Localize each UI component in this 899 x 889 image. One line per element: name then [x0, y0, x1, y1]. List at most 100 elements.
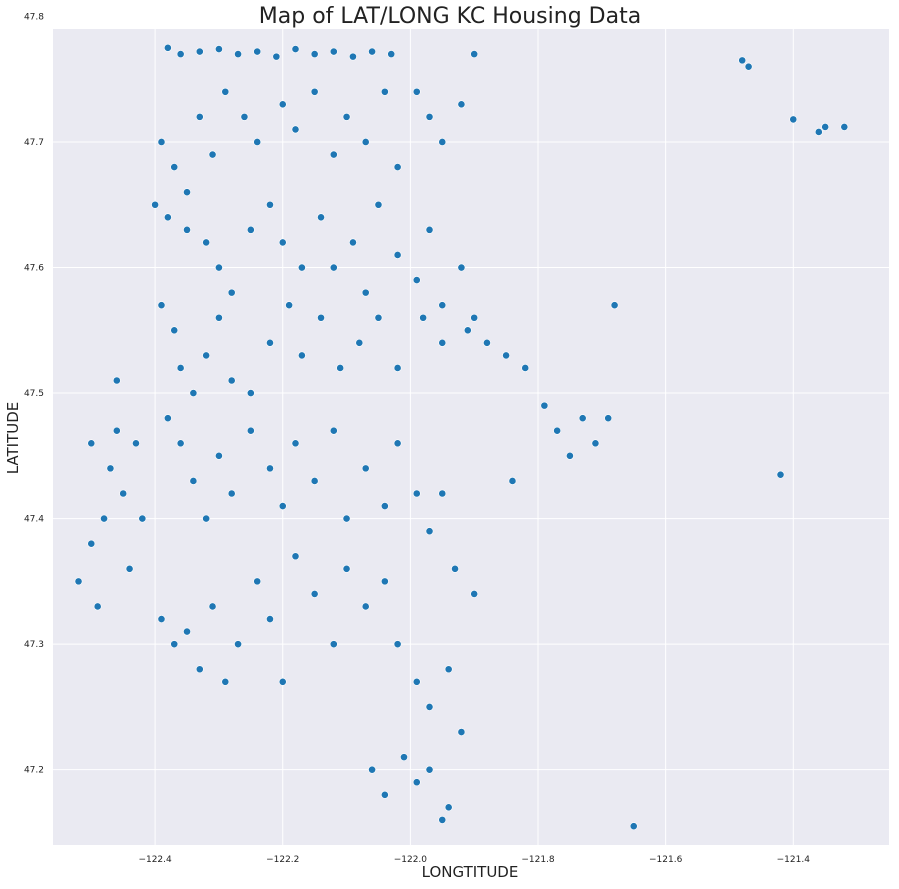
scatter-point	[74, 577, 83, 586]
scatter-point	[253, 577, 262, 586]
scatter-point	[170, 640, 179, 649]
scatter-point	[202, 351, 211, 360]
scatter-point	[138, 514, 147, 523]
scatter-point	[444, 665, 453, 674]
scatter-point	[470, 50, 479, 59]
y-tick-label: 47.6	[24, 264, 44, 274]
scatter-point	[457, 100, 466, 109]
y-tick-label: 47.8	[24, 12, 44, 22]
scatter-point	[266, 464, 274, 473]
scatter-point	[227, 489, 236, 498]
scatter-point	[87, 539, 96, 548]
scatter-point	[591, 439, 600, 448]
scatter-point	[112, 376, 121, 385]
scatter-point	[112, 426, 121, 435]
scatter-point	[93, 602, 102, 611]
scatter-point	[202, 238, 211, 247]
scatter-point	[266, 615, 274, 623]
scatter-point	[240, 112, 249, 121]
scatter-point	[444, 803, 453, 812]
scatter-point	[208, 150, 217, 159]
x-tick-label: −121.8	[521, 855, 555, 865]
scatter-point	[412, 87, 421, 96]
scatter-point	[285, 301, 294, 310]
scatter-point	[266, 200, 274, 209]
scatter-point	[195, 665, 204, 674]
scatter-point	[789, 115, 798, 124]
scatter-point	[336, 364, 345, 372]
scatter-point	[157, 138, 166, 146]
scatter-point	[125, 564, 134, 573]
scatter-point	[157, 301, 166, 310]
scatter-point	[412, 276, 421, 284]
x-tick-label: −122.0	[394, 855, 428, 865]
scatter-point	[176, 439, 185, 448]
scatter-point	[329, 426, 338, 435]
scatter-point	[291, 439, 300, 448]
scatter-point	[202, 514, 211, 523]
scatter-point	[457, 263, 466, 272]
scatter-point	[566, 451, 574, 460]
scatter-point	[183, 188, 191, 197]
scatter-point	[329, 640, 338, 649]
scatter-point	[744, 62, 753, 71]
scatter-point	[387, 50, 396, 59]
scatter-point	[87, 439, 96, 448]
scatter-point	[483, 338, 491, 347]
scatter-point	[393, 640, 402, 649]
scatter-point	[349, 52, 357, 61]
scatter-point	[215, 263, 223, 272]
scatter-point	[438, 301, 447, 310]
scatter-point	[508, 477, 517, 485]
scatter-point	[425, 703, 434, 711]
scatter-point	[215, 451, 223, 460]
scatter-point	[502, 351, 510, 360]
scatter-point	[278, 238, 287, 247]
scatter-point	[393, 163, 402, 171]
scatter-point	[310, 477, 319, 485]
x-tick-label: −122.2	[266, 855, 299, 865]
scatter-point	[425, 112, 434, 121]
scatter-point	[776, 470, 785, 479]
scatter-point	[272, 52, 281, 61]
scatter-point	[176, 364, 185, 372]
scatter-point	[425, 527, 434, 536]
scatter-point	[349, 238, 357, 247]
scatter-point	[246, 225, 255, 234]
scatter-point	[119, 489, 128, 498]
scatter-point	[412, 778, 421, 787]
scatter-point	[253, 47, 262, 56]
y-tick-label: 47.2	[24, 766, 44, 776]
scatter-point	[393, 364, 402, 372]
scatter-point	[380, 790, 389, 799]
scatter-point	[470, 590, 479, 598]
scatter-point	[463, 326, 472, 335]
scatter-point	[425, 765, 434, 774]
scatter-point	[183, 225, 191, 234]
y-axis-label: LATITUDE	[4, 402, 22, 475]
scatter-point	[310, 50, 319, 59]
scatter-point	[821, 123, 830, 131]
scatter-point	[195, 112, 204, 121]
scatter-point	[221, 677, 230, 686]
scatter-point	[380, 87, 389, 96]
scatter-point	[374, 313, 383, 322]
scatter-point	[278, 100, 287, 109]
scatter-point	[342, 564, 351, 573]
scatter-point	[183, 627, 191, 636]
scatter-point	[329, 263, 338, 272]
scatter-point	[291, 45, 300, 53]
chart-title: Map of LAT/LONG KC Housing Data	[259, 4, 641, 29]
y-tick-label: 47.3	[24, 640, 44, 650]
scatter-point	[412, 489, 421, 498]
scatter-point	[814, 128, 823, 136]
scatter-point	[100, 514, 108, 523]
scatter-point	[253, 138, 262, 146]
scatter-point	[361, 602, 370, 611]
scatter-point	[278, 502, 287, 510]
scatter-point	[361, 464, 370, 473]
plot-background	[53, 29, 889, 845]
scatter-point	[578, 414, 587, 423]
